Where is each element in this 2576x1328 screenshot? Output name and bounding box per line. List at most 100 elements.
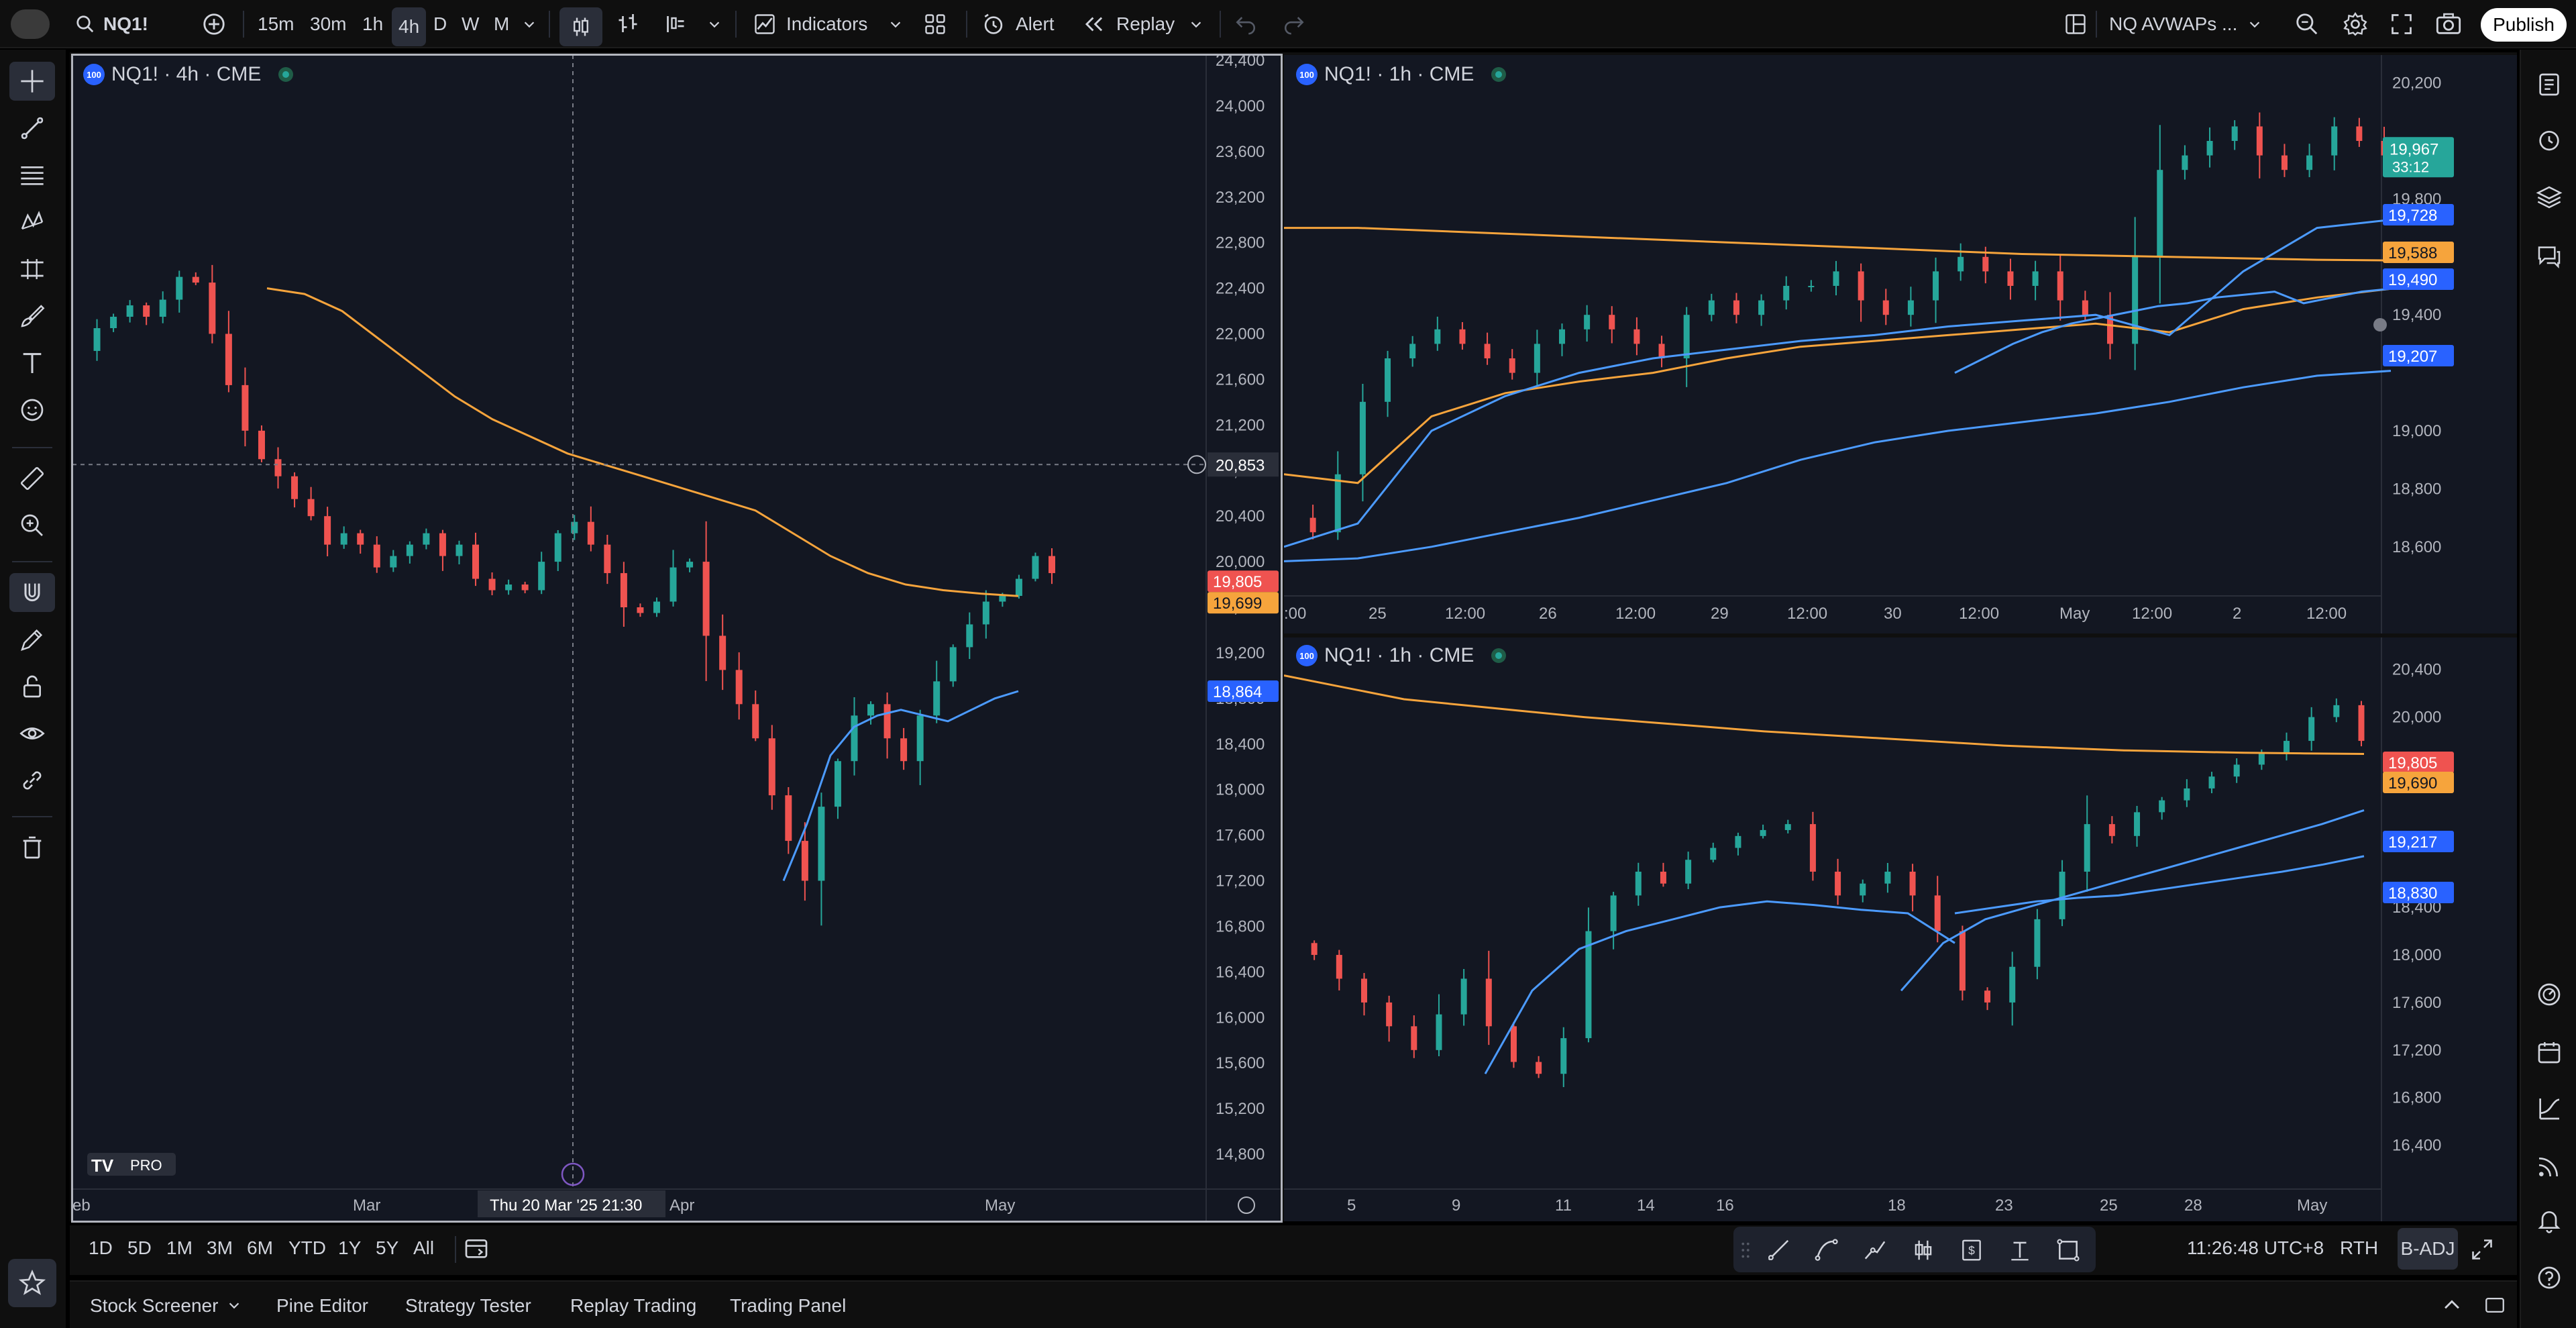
tab-replay-trading[interactable]: Replay Trading (570, 1295, 697, 1316)
range-5y[interactable]: 5Y (376, 1237, 399, 1258)
alerts-panel-button[interactable] (2529, 119, 2569, 160)
layout-button[interactable] (2063, 0, 2088, 48)
notifications-button[interactable] (2529, 1200, 2569, 1240)
tab-strategy-tester[interactable]: Strategy Tester (405, 1295, 531, 1316)
user-avatar[interactable] (11, 9, 50, 39)
compare-add-button[interactable] (201, 0, 227, 48)
grid-icon (925, 14, 945, 34)
templates-button[interactable] (923, 0, 947, 48)
interval-w[interactable]: W (462, 0, 479, 48)
drag-handle[interactable] (1736, 1232, 1755, 1268)
date-range-tool[interactable] (2002, 1232, 2038, 1268)
chart-canvas-left[interactable]: 24,400 24,000 23,600 23,200 22,800 22,400 22,0… (72, 55, 1280, 1221)
chart-type-dropdown[interactable] (707, 0, 722, 48)
replay-button[interactable]: Replay (1081, 0, 1175, 48)
chart-pane-left[interactable]: 24,400 24,000 23,600 23,200 22,800 22,400 22,0… (72, 55, 1280, 1221)
lock-drawings-tool[interactable] (9, 667, 55, 706)
redo-button[interactable] (1283, 0, 1305, 48)
pattern-tool[interactable] (9, 203, 55, 242)
interval-4h[interactable]: 4h (392, 0, 427, 48)
quick-search-button[interactable] (2294, 0, 2320, 48)
brush-tool[interactable] (9, 297, 55, 336)
options-button[interactable] (2529, 1088, 2569, 1129)
candle (554, 533, 561, 562)
interval-m[interactable]: M (494, 0, 509, 48)
favorites-button[interactable] (8, 1259, 56, 1307)
chart-legend[interactable]: 100 NQ1! · 4h · CME (83, 63, 294, 86)
chart-type-button[interactable] (559, 0, 602, 48)
settings-button[interactable] (2343, 0, 2368, 48)
range-1d[interactable]: 1D (89, 1237, 113, 1258)
indicators-button[interactable]: Indicators (753, 0, 867, 48)
measure-tool[interactable] (9, 459, 55, 498)
layout-dropdown[interactable] (2247, 0, 2262, 48)
interval-d[interactable]: D (433, 0, 447, 48)
range-1m[interactable]: 1M (166, 1237, 193, 1258)
chart-legend[interactable]: 100 NQ1! · 1h · CME (1296, 644, 1507, 667)
collapse-panel-button[interactable] (2440, 1294, 2463, 1320)
hollow-bars-button[interactable] (663, 0, 687, 48)
maximize-panel-button[interactable] (2483, 1294, 2506, 1320)
snapshot-button[interactable] (2435, 0, 2462, 48)
chart-pane-top-right[interactable]: 20,200 19,800 19,400 19,000 18,800 18,600:00 2… (1284, 55, 2517, 633)
hide-drawings-tool[interactable] (9, 714, 55, 753)
object-tree-button[interactable] (2529, 177, 2569, 217)
range-ytd[interactable]: YTD (288, 1237, 326, 1258)
tab-trading-panel[interactable]: Trading Panel (730, 1295, 847, 1316)
remove-drawings-tool[interactable] (9, 828, 55, 867)
text-tool[interactable] (9, 344, 55, 382)
tab-stock-screener[interactable]: Stock Screener (90, 1295, 219, 1316)
undo-button[interactable] (1234, 0, 1257, 48)
alert-button[interactable]: Alert (981, 0, 1055, 48)
session-label[interactable]: RTH (2340, 1237, 2379, 1258)
adjustment-toggle[interactable]: B-ADJ (2398, 1228, 2458, 1270)
crosshair-tool[interactable] (9, 62, 55, 101)
symbol-search[interactable]: NQ1! (75, 0, 148, 48)
curve-tool[interactable] (1809, 1232, 1845, 1268)
range-all[interactable]: All (413, 1237, 435, 1258)
forecasting-tool[interactable] (9, 250, 55, 289)
magnet-tool[interactable] (9, 573, 55, 612)
candle (686, 562, 694, 568)
goto-date-button[interactable] (463, 1235, 490, 1265)
indicators-dropdown[interactable] (888, 0, 903, 48)
path-tool[interactable] (1857, 1232, 1893, 1268)
tab-pine-editor[interactable]: Pine Editor (276, 1295, 368, 1316)
clock-label[interactable]: 11:26:48 UTC+8 (2187, 1237, 2324, 1258)
bar-type-button[interactable] (616, 0, 640, 48)
chats-button[interactable] (2529, 236, 2569, 276)
publish-button[interactable]: Publish (2481, 8, 2567, 42)
chart-pane-bottom-right[interactable]: 20,400 20,000 18,400 18,000 17,600 17,200 16,8… (1284, 637, 2517, 1221)
layout-name[interactable]: NQ AVWAPs ... (2109, 0, 2237, 48)
zoom-tool[interactable] (9, 506, 55, 545)
calendar-button[interactable] (2529, 1032, 2569, 1072)
price-range-tool[interactable]: $ (1953, 1232, 1990, 1268)
interval-dropdown[interactable] (522, 0, 537, 48)
interval-1h[interactable]: 1h (362, 0, 383, 48)
news-stream-button[interactable] (2529, 1146, 2569, 1186)
range-5d[interactable]: 5D (127, 1237, 152, 1258)
stay-drawing-tool[interactable] (9, 620, 55, 659)
interval-15m[interactable]: 15m (258, 0, 294, 48)
ideas-button[interactable] (2529, 974, 2569, 1015)
range-1y[interactable]: 1Y (338, 1237, 362, 1258)
screener-dropdown[interactable] (227, 1298, 241, 1316)
ray-tool[interactable] (1760, 1232, 1796, 1268)
sync-drawings-tool[interactable] (9, 761, 55, 800)
interval-30m[interactable]: 30m (310, 0, 346, 48)
fib-tool[interactable] (9, 156, 55, 195)
emoji-tool[interactable] (9, 391, 55, 429)
range-6m[interactable]: 6M (247, 1237, 273, 1258)
watchlist-button[interactable] (2529, 64, 2569, 105)
long-position-tool[interactable] (1905, 1232, 1941, 1268)
trendline-tool[interactable] (9, 109, 55, 148)
chart-canvas-bottom-right[interactable]: 20,40020,00018,40018,00017,60017,20016,8… (1284, 637, 2517, 1221)
help-button[interactable] (2529, 1258, 2569, 1298)
fullscreen-button[interactable] (2390, 0, 2414, 48)
replay-dropdown[interactable] (1189, 0, 1203, 48)
range-3m[interactable]: 3M (207, 1237, 233, 1258)
rectangle-tool[interactable] (2050, 1232, 2086, 1268)
chart-legend[interactable]: 100 NQ1! · 1h · CME (1296, 63, 1507, 86)
maximize-button[interactable] (2470, 1237, 2494, 1265)
